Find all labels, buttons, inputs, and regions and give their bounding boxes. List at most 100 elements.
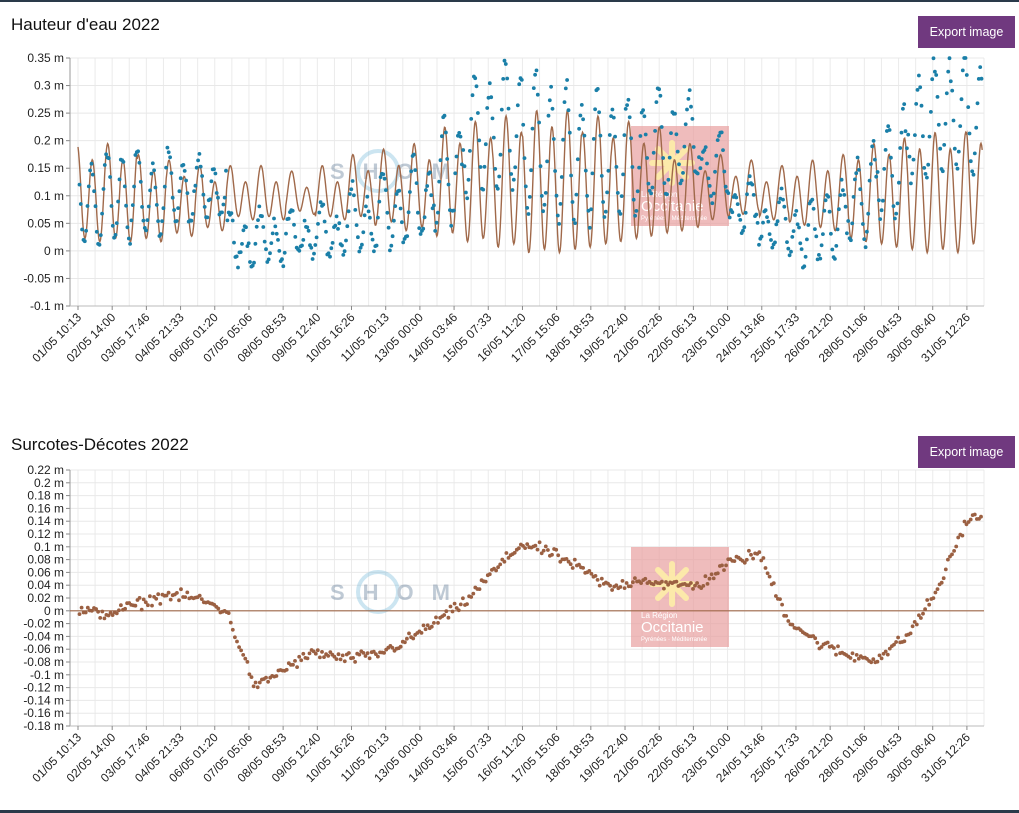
observed-point bbox=[705, 161, 709, 166]
surcote-point bbox=[326, 654, 331, 658]
observed-point bbox=[870, 144, 875, 149]
observed-point bbox=[510, 188, 515, 192]
observed-point bbox=[176, 206, 181, 211]
observed-point bbox=[873, 157, 877, 162]
observed-point bbox=[413, 168, 418, 173]
observed-point bbox=[469, 117, 474, 121]
surcote-point bbox=[249, 675, 254, 679]
observed-point bbox=[913, 133, 917, 138]
observed-point bbox=[212, 167, 216, 172]
observed-point bbox=[675, 149, 680, 154]
observed-point bbox=[466, 177, 471, 182]
surcote-point bbox=[338, 657, 343, 662]
observed-point bbox=[417, 226, 422, 231]
surcote-point bbox=[77, 612, 82, 616]
observed-point bbox=[418, 232, 423, 236]
observed-point bbox=[558, 202, 563, 206]
surcote-point bbox=[361, 651, 366, 655]
surcote-point bbox=[543, 544, 548, 549]
observed-point bbox=[855, 155, 860, 160]
observed-point bbox=[189, 218, 194, 223]
observed-point bbox=[543, 191, 548, 195]
observed-point bbox=[148, 188, 153, 193]
observed-point bbox=[834, 244, 839, 248]
surcote-point bbox=[852, 659, 857, 663]
surcote-point bbox=[293, 659, 297, 663]
observed-point bbox=[377, 199, 382, 204]
observed-point bbox=[595, 87, 600, 91]
observed-point bbox=[806, 223, 811, 227]
surcote-point bbox=[643, 576, 648, 581]
observed-point bbox=[601, 200, 605, 204]
shom-logo: SHOM bbox=[330, 570, 450, 614]
observed-point bbox=[236, 265, 240, 270]
observed-point bbox=[811, 206, 816, 211]
surcote-point bbox=[150, 603, 154, 608]
observed-point bbox=[106, 156, 111, 161]
observed-point bbox=[386, 225, 391, 230]
surcote-point bbox=[570, 566, 575, 570]
observed-point bbox=[699, 157, 704, 161]
surcote-point bbox=[411, 636, 416, 641]
surcote-point bbox=[848, 656, 853, 660]
observed-point bbox=[292, 222, 296, 227]
observed-point bbox=[797, 225, 801, 230]
observed-point bbox=[84, 228, 88, 233]
surcote-point bbox=[233, 635, 237, 640]
surcote-point bbox=[896, 635, 900, 640]
observed-point bbox=[328, 254, 332, 259]
occitanie-name-text: Occitanie bbox=[641, 619, 704, 636]
observed-point bbox=[917, 73, 921, 78]
surcote-point bbox=[902, 639, 907, 644]
observed-point bbox=[170, 195, 175, 200]
observed-point bbox=[626, 97, 631, 102]
observed-point bbox=[931, 56, 936, 61]
observed-point bbox=[526, 212, 531, 216]
observed-point bbox=[673, 111, 677, 116]
observed-point bbox=[178, 176, 183, 181]
observed-point bbox=[422, 215, 427, 220]
surcote-point bbox=[966, 520, 971, 524]
surcote-point bbox=[703, 574, 708, 579]
observed-point bbox=[630, 165, 635, 169]
observed-point bbox=[214, 191, 219, 195]
export-image-button[interactable]: Export image bbox=[918, 436, 1015, 468]
observed-point bbox=[525, 206, 530, 210]
observed-point bbox=[787, 253, 792, 258]
observed-point bbox=[703, 145, 708, 150]
y-tick-label: 0.15 m bbox=[27, 161, 64, 175]
observed-point bbox=[715, 138, 720, 143]
observed-point bbox=[535, 92, 540, 97]
observed-point bbox=[153, 185, 158, 190]
observed-point bbox=[974, 125, 979, 130]
observed-point bbox=[707, 184, 712, 188]
observed-point bbox=[669, 131, 673, 136]
observed-point bbox=[458, 134, 463, 139]
surcote-point bbox=[774, 594, 778, 598]
observed-point bbox=[966, 105, 971, 109]
surcote-point bbox=[123, 606, 127, 611]
observed-point bbox=[350, 179, 355, 183]
surcote-point bbox=[962, 519, 967, 524]
observed-point bbox=[562, 100, 567, 104]
observed-point bbox=[968, 159, 973, 164]
surcote-point bbox=[334, 657, 339, 661]
observed-point bbox=[638, 134, 643, 138]
observed-point bbox=[137, 160, 142, 165]
surcote-point bbox=[299, 658, 304, 663]
observed-point bbox=[358, 245, 363, 250]
observed-point bbox=[182, 169, 187, 173]
export-image-button[interactable]: Export image bbox=[918, 16, 1015, 48]
observed-point bbox=[747, 174, 752, 179]
observed-point bbox=[409, 169, 414, 174]
surcote-point bbox=[506, 556, 511, 560]
observed-point bbox=[92, 189, 96, 194]
surcote-point bbox=[230, 627, 235, 632]
observed-point bbox=[629, 136, 633, 141]
observed-point bbox=[414, 181, 419, 186]
surcote-point bbox=[631, 580, 635, 585]
observed-point bbox=[393, 204, 398, 209]
surcote-point bbox=[407, 631, 411, 636]
surcote-point bbox=[780, 602, 784, 607]
observed-point bbox=[661, 156, 665, 160]
